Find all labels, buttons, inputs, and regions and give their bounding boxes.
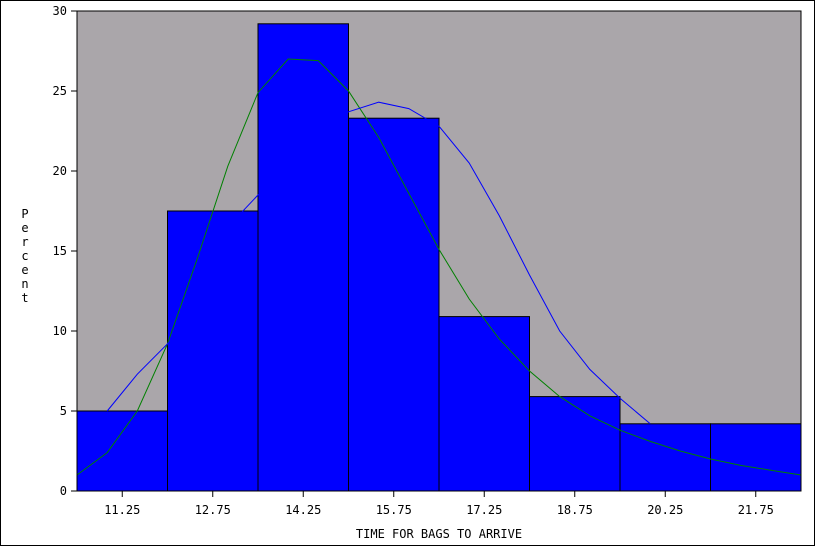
y-axis-label-letter: n [21,277,28,291]
kernel-density-curve [106,101,651,425]
bar-12.75 [167,210,259,492]
y-tick-label-5: 5 [60,404,67,418]
x-tick-label-15.75: 15.75 [376,503,412,517]
y-axis-label-letter: e [21,221,28,235]
normal-density-curve [76,58,802,476]
axes-group: 0 5 10 15 20 25 30 11.25 12.75 14.25 15.75 17.25 18.… [53,4,802,517]
y-tick-label-0: 0 [60,484,67,498]
x-tick-label-20.25: 20.25 [647,503,683,517]
y-tick-label-20: 20 [53,164,67,178]
x-tick-label-12.75: 12.75 [195,503,231,517]
y-axis-label-letter: c [21,249,28,263]
bars-group [76,23,802,492]
y-tick-label-30: 30 [53,4,67,18]
y-axis-label-letter: P [21,207,28,221]
bar-15.75 [348,117,440,492]
bar-20.25 [619,423,711,492]
y-tick-label-15: 15 [53,244,67,258]
x-tick-label-11.25: 11.25 [104,503,140,517]
y-tick-label-10: 10 [53,324,67,338]
bar-11.25 [76,410,168,492]
bar-21.75 [710,423,802,492]
bar-14.25 [257,23,349,492]
x-tick-label-17.25: 17.25 [466,503,502,517]
x-tick-label-21.75: 21.75 [738,503,774,517]
curves-group [76,58,802,476]
x-tick-label-18.75: 18.75 [557,503,593,517]
y-tick-label-25: 25 [53,84,67,98]
y-axis-label-letter: r [21,235,28,249]
y-axis-label-letter: t [21,291,28,305]
x-axis-label: TIME FOR BAGS TO ARRIVE [356,527,522,541]
x-tick-label-14.25: 14.25 [285,503,321,517]
y-axis-label-letter: e [21,263,28,277]
bar-18.75 [529,396,621,492]
bar-17.25 [438,316,530,492]
